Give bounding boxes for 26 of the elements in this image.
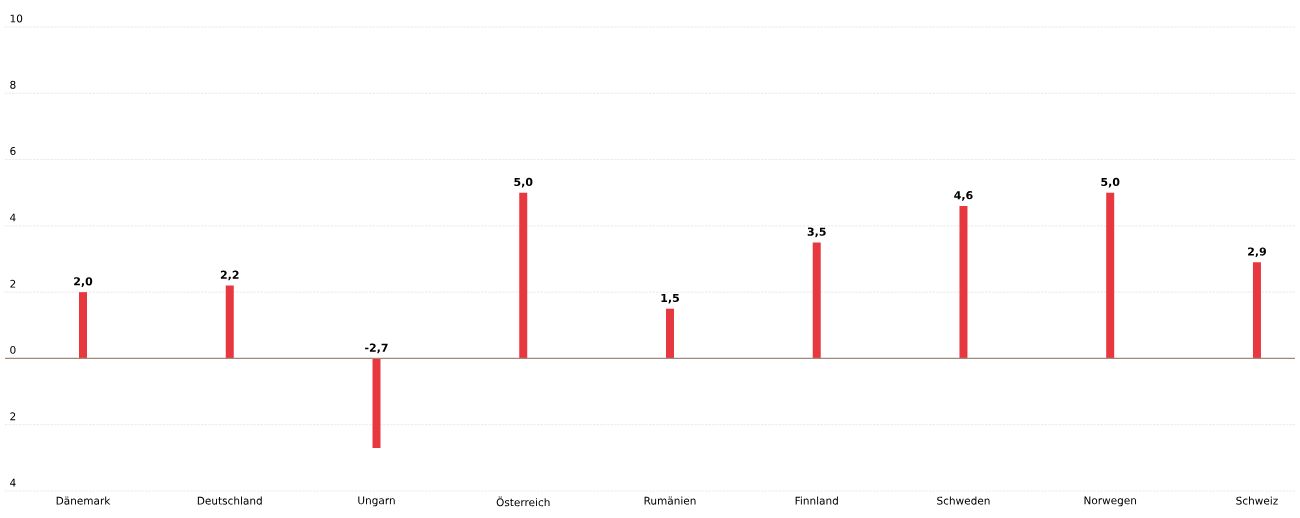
x-tick-label: Ungarn xyxy=(358,496,395,507)
data-label: 2,2 xyxy=(220,270,239,281)
y-tick-label: 4 xyxy=(10,478,16,487)
data-label: 4,6 xyxy=(954,191,973,201)
y-tick-label: 2 xyxy=(10,412,16,421)
x-tick-label: Norwegen xyxy=(1084,496,1137,507)
data-label: 1,5 xyxy=(661,293,679,304)
x-tick-label: Österreich xyxy=(496,496,550,507)
data-label: 2,0 xyxy=(74,277,93,287)
x-tick-label: Schweden xyxy=(937,496,990,505)
y-tick-label: 4 xyxy=(10,213,16,222)
y-tick-label: 2 xyxy=(10,279,16,288)
y-tick-label: 6 xyxy=(10,147,16,156)
data-label: 2,9 xyxy=(1248,247,1266,258)
data-label: 3,5 xyxy=(807,227,826,238)
x-tick-label: Finnland xyxy=(795,496,838,505)
x-tick-label: Deutschland xyxy=(197,496,262,505)
x-tick-label: Schweiz xyxy=(1236,496,1278,505)
data-label: -2,7 xyxy=(365,343,388,354)
data-label: 5,0 xyxy=(514,177,533,188)
y-tick-label: 8 xyxy=(10,80,16,89)
y-tick-label: 0 xyxy=(10,345,16,354)
x-tick-label: Rumänien xyxy=(644,496,696,505)
x-tick-label: Dänemark xyxy=(56,496,111,505)
y-tick-label: 10 xyxy=(10,14,23,23)
data-label: 5,0 xyxy=(1101,177,1120,188)
